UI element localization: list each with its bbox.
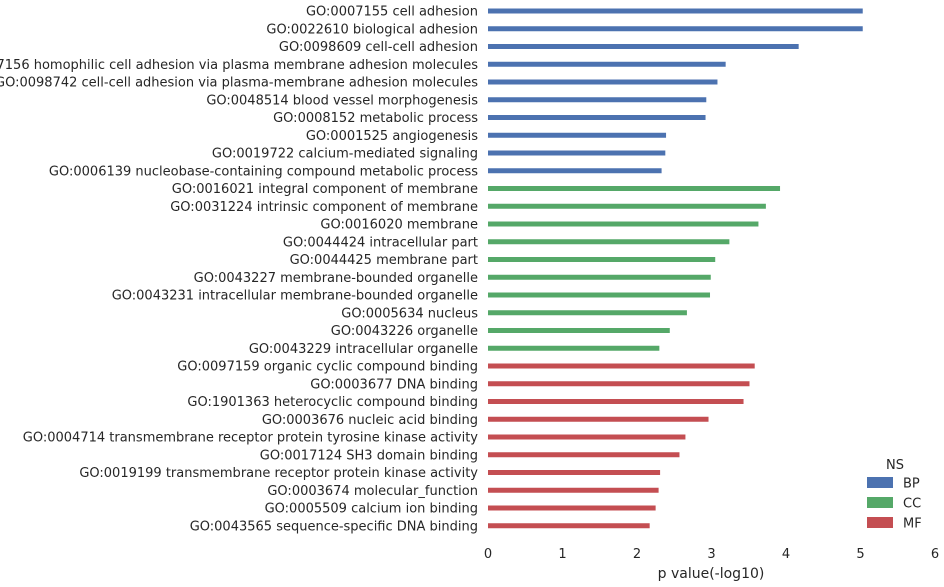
bar	[488, 363, 755, 369]
category-label: GO:0098609 cell-cell adhesion	[279, 40, 478, 55]
bar	[488, 345, 660, 351]
bar	[488, 452, 680, 458]
legend-items: BP CC MF	[867, 477, 922, 532]
x-axis-title: p value(-log10)	[658, 566, 765, 582]
category-label: GO:1901363 heterocyclic compound binding	[187, 395, 478, 410]
bar	[488, 203, 766, 209]
category-label: GO:0016020 membrane	[320, 218, 478, 233]
bar	[488, 115, 706, 120]
bar	[488, 257, 716, 262]
category-label: GO:0019199 transmembrane receptor protei…	[79, 466, 478, 481]
bar	[488, 97, 707, 103]
category-label: GO:0019722 calcium-mediated signaling	[212, 147, 478, 162]
bar	[488, 292, 711, 298]
x-tick-label: 6	[931, 547, 939, 562]
legend-swatch-bp	[867, 477, 893, 488]
category-label: GO:0003677 DNA binding	[310, 377, 478, 392]
category-label: GO:0043227 membrane-bounded organelle	[194, 271, 478, 286]
bar	[488, 399, 744, 404]
bar	[488, 470, 661, 475]
bar	[488, 221, 759, 227]
bar	[488, 381, 750, 387]
category-label: GO:0017124 SH3 domain binding	[260, 448, 478, 463]
legend-label-cc: CC	[903, 497, 921, 512]
bar	[488, 239, 730, 245]
bar	[488, 505, 656, 511]
category-label: GO:0003676 nucleic acid binding	[262, 413, 478, 428]
category-label: GO:0043231 intracellular membrane-bounde…	[112, 289, 478, 304]
category-label: GO:0097159 organic cyclic compound bindi…	[177, 360, 478, 375]
category-label: GO:0003674 molecular_function	[267, 484, 478, 499]
category-label: GO:0001525 angiogenesis	[306, 129, 478, 144]
x-tick-label: 0	[484, 547, 492, 562]
x-tick-label: 4	[782, 547, 790, 562]
bar	[488, 26, 863, 32]
category-label: GO:0043229 intracellular organelle	[249, 342, 478, 357]
bar	[488, 434, 686, 440]
x-axis-ticks: 0 1 2 3 4 5 6	[484, 547, 939, 562]
x-tick-label: 2	[633, 547, 641, 562]
category-label: GO:0005509 calcium ion binding	[265, 502, 478, 517]
bar	[488, 79, 718, 85]
category-label: GO:0043565 sequence-specific DNA binding	[190, 519, 478, 534]
category-label: GO:0007155 cell adhesion	[306, 5, 478, 20]
category-labels: GO:0007155 cell adhesion GO:0022610 biolo…	[0, 5, 478, 535]
category-label: GO:0043226 organelle	[331, 324, 478, 339]
x-tick-label: 5	[856, 547, 864, 562]
bar	[488, 274, 711, 280]
category-label: GO:0005634 nucleus	[341, 306, 478, 321]
bar	[488, 44, 799, 49]
bar	[488, 487, 659, 493]
legend-swatch-mf	[867, 517, 893, 528]
legend: NS BP CC MF	[867, 458, 922, 532]
category-label: GO:0031224 intrinsic component of membra…	[170, 200, 478, 215]
category-label: GO:0098742 cell-cell adhesion via plasma…	[0, 76, 478, 91]
category-label: GO:0044425 membrane part	[290, 253, 478, 268]
bar	[488, 310, 687, 316]
category-label: GO:0006139 nucleobase-containing compoun…	[49, 164, 478, 179]
bar	[488, 328, 670, 333]
category-label: GO:0016021 integral component of membran…	[172, 182, 478, 197]
bar	[488, 186, 781, 191]
x-tick-label: 3	[707, 547, 715, 562]
bar	[488, 132, 667, 138]
legend-label-mf: MF	[903, 517, 922, 532]
x-tick-label: 1	[558, 547, 566, 562]
legend-swatch-cc	[867, 497, 893, 508]
category-label: GO:0004714 transmembrane receptor protei…	[23, 431, 479, 446]
bar	[488, 150, 666, 156]
bars-layer	[488, 8, 863, 529]
legend-label-bp: BP	[903, 477, 920, 492]
bar	[488, 8, 863, 14]
legend-title: NS	[886, 458, 904, 473]
category-label: GO:0007156 homophilic cell adhesion via …	[0, 58, 478, 73]
bar	[488, 523, 650, 529]
bar	[488, 168, 662, 174]
bar	[488, 416, 709, 422]
category-label: GO:0048514 blood vessel morphogenesis	[206, 93, 478, 108]
category-label: GO:0008152 metabolic process	[273, 111, 478, 126]
category-label: GO:0044424 intracellular part	[283, 235, 478, 250]
bar	[488, 61, 726, 67]
category-label: GO:0022610 biological adhesion	[266, 22, 478, 37]
